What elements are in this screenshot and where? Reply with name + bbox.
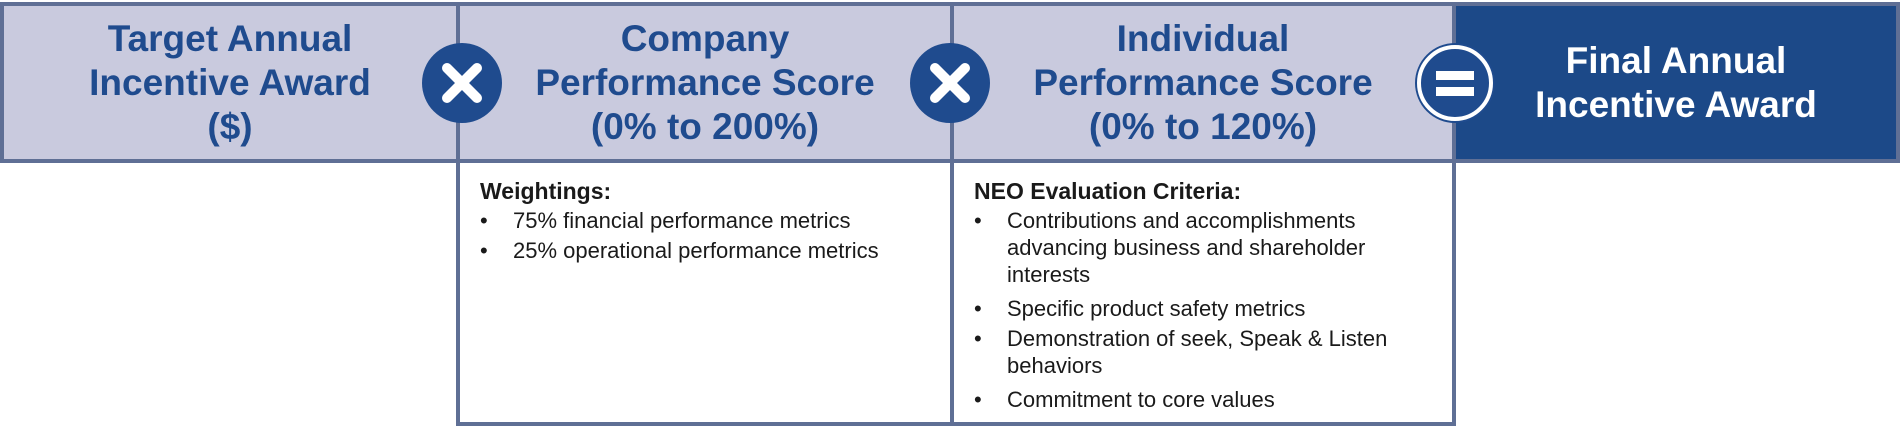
final-annual-incentive-award-box: Final Annual Incentive Award [1452, 2, 1900, 163]
company-details-box: Weightings: 75% financial performance me… [456, 163, 954, 426]
weightings-list: 75% financial performance metrics 25% op… [480, 207, 930, 264]
multiply-icon [422, 43, 502, 123]
equals-icon [1415, 43, 1495, 123]
list-item: 75% financial performance metrics [480, 207, 930, 234]
neo-criteria-heading: NEO Evaluation Criteria: [974, 178, 1242, 204]
target-annual-incentive-award-box: Target Annual Incentive Award ($) [0, 2, 460, 163]
list-item: 25% operational performance metrics [480, 237, 930, 264]
list-item: Commitment to core values [974, 386, 1432, 413]
list-item: Contributions and accomplishments advanc… [974, 207, 1432, 288]
individual-performance-score-box: Individual Performance Score (0% to 120%… [950, 2, 1456, 163]
individual-details-box: NEO Evaluation Criteria: Contributions a… [950, 163, 1456, 426]
target-award-label: Target Annual Incentive Award ($) [89, 17, 371, 147]
company-performance-score-box: Company Performance Score (0% to 200%) [456, 2, 954, 163]
individual-score-label: Individual Performance Score (0% to 120%… [1033, 17, 1373, 147]
multiply-icon [910, 43, 990, 123]
list-item: Specific product safety metrics [974, 295, 1432, 322]
final-award-label: Final Annual Incentive Award [1535, 39, 1817, 125]
company-score-label: Company Performance Score (0% to 200%) [535, 17, 875, 147]
neo-criteria-list: Contributions and accomplishments advanc… [974, 207, 1432, 413]
list-item: Demonstration of seek, Speak & Listen be… [974, 325, 1432, 379]
weightings-heading: Weightings: [480, 178, 612, 204]
